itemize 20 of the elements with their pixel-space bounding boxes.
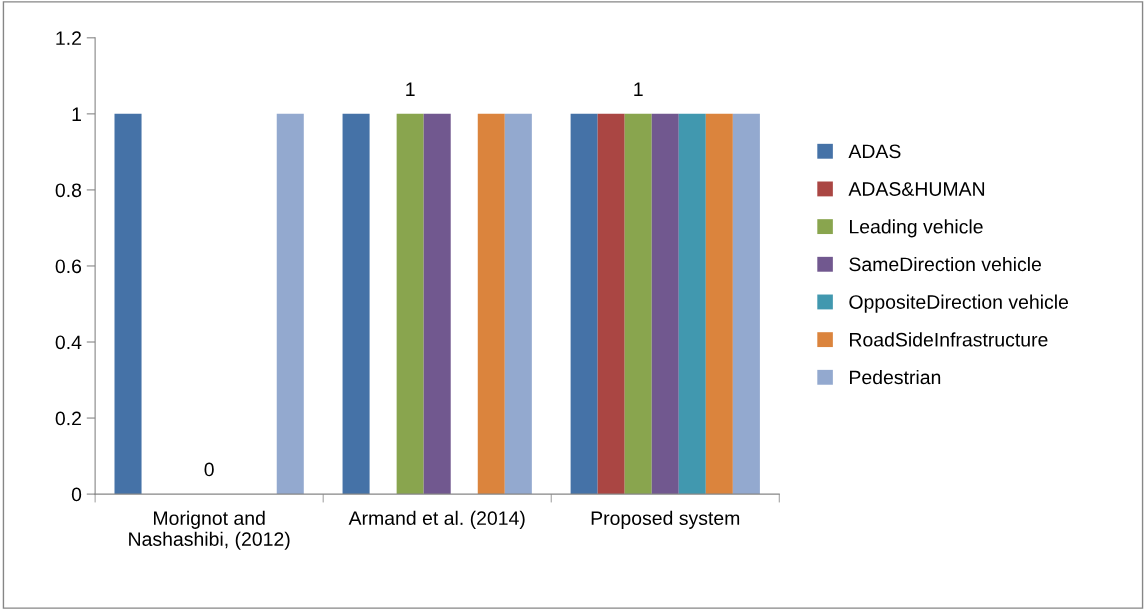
x-tick-label: Armand et al. (2014) [348,510,525,529]
y-tick-label: 0.6 [55,259,82,274]
y-tick-label: 0.2 [55,411,81,426]
legend-label: RoadSideInfrastructure [850,332,1048,347]
legend-label: SameDirection vehicle [849,256,1041,272]
y-tick-label: 1 [72,107,81,121]
annotation: 0 [204,462,214,477]
y-tick-label: 0 [71,487,82,502]
legend-label: ADAS&HUMAN [848,182,985,196]
legend-label: Leading vehicle [850,219,983,238]
legend-label: OppositeDirection vehicle [849,294,1069,313]
y-tick-label: 0.4 [55,335,82,350]
legend-label: Pedestrian [850,369,941,385]
x-tick-label: Morignot and Nashashibi, (2012) [129,510,290,550]
data-label: 1 [634,82,643,96]
legend-label: ADAS [848,144,901,159]
y-tick-label: 0.8 [55,183,82,198]
x-tick-label: Proposed system [591,510,740,529]
y-tick-label: 1.2 [56,31,81,45]
data-label: 1 [406,82,415,96]
